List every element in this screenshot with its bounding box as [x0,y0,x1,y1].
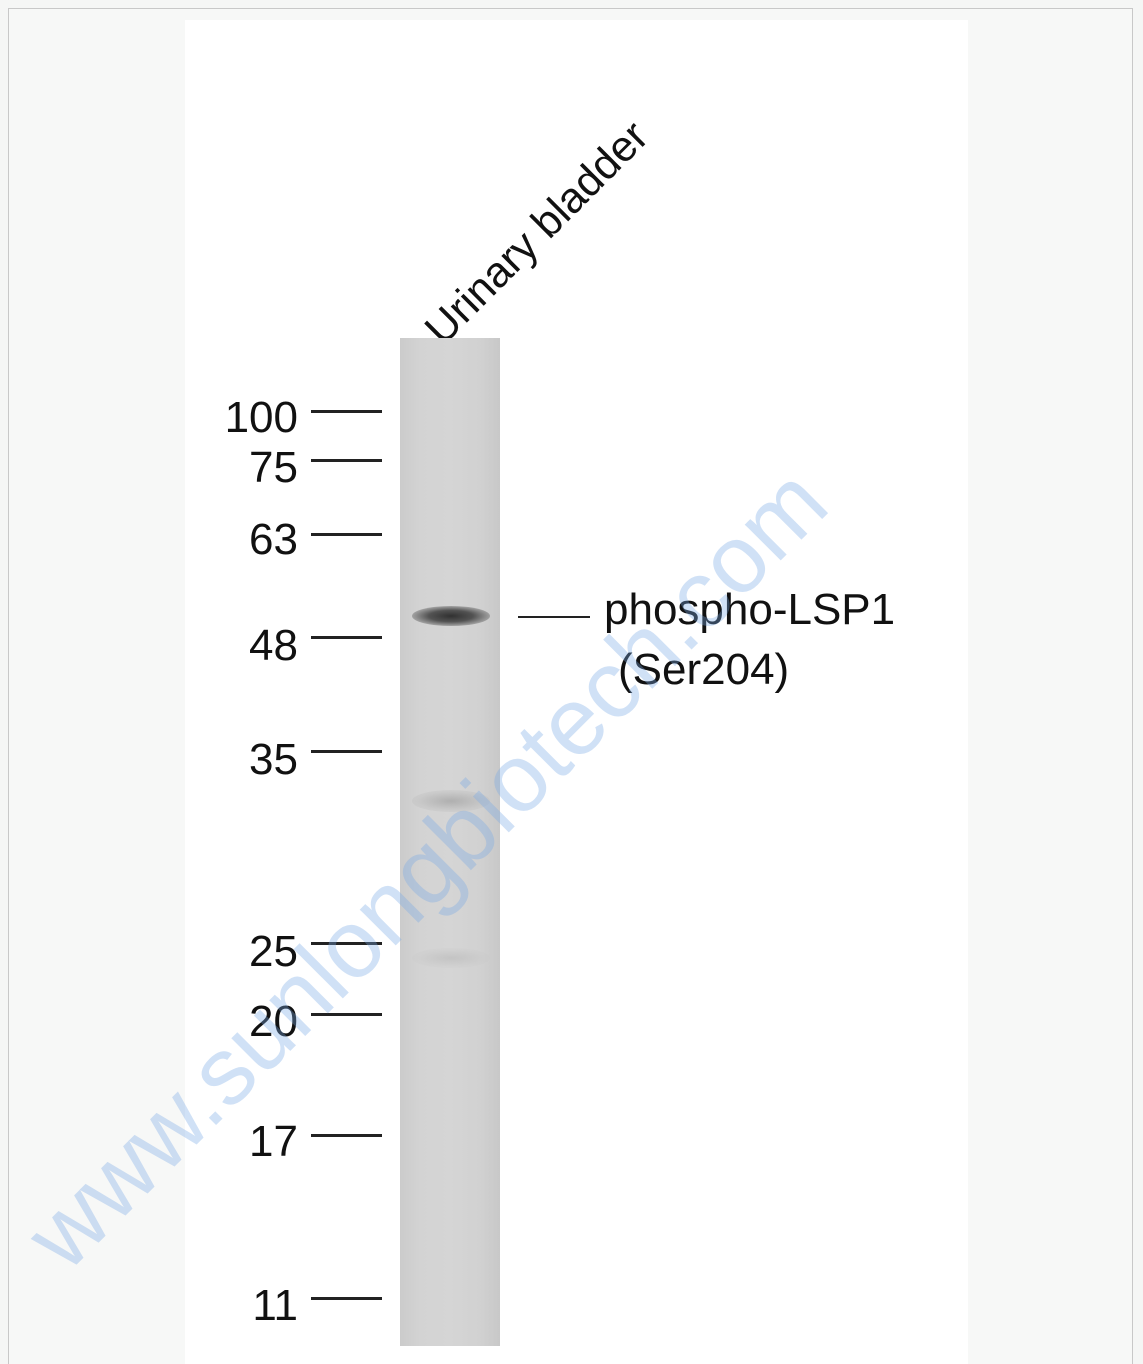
target-pointer-line [518,616,590,618]
marker-label-35: 35 [249,735,298,784]
marker-label-11: 11 [252,1281,298,1330]
marker-label-25: 25 [249,927,298,976]
target-protein-name: phospho-LSP1 [604,585,896,634]
blot-lane [400,338,500,1346]
faint-band-1 [412,790,490,812]
target-band [412,606,490,626]
marker-tick-25 [311,942,382,945]
target-site: (Ser204) [618,645,790,694]
marker-tick-63 [311,533,382,536]
marker-tick-48 [311,636,382,639]
marker-label-17: 17 [249,1117,298,1166]
marker-label-20: 20 [249,997,298,1046]
faint-band-2 [412,948,490,968]
blot-panel [185,20,968,1364]
marker-label-75: 75 [249,443,298,492]
marker-tick-100 [311,410,382,413]
marker-label-63: 63 [249,515,298,564]
marker-tick-35 [311,750,382,753]
marker-label-48: 48 [249,621,298,670]
marker-tick-20 [311,1013,382,1016]
marker-tick-17 [311,1134,382,1137]
marker-label-100: 100 [224,393,298,442]
marker-tick-75 [311,459,382,462]
marker-tick-11 [311,1297,382,1300]
